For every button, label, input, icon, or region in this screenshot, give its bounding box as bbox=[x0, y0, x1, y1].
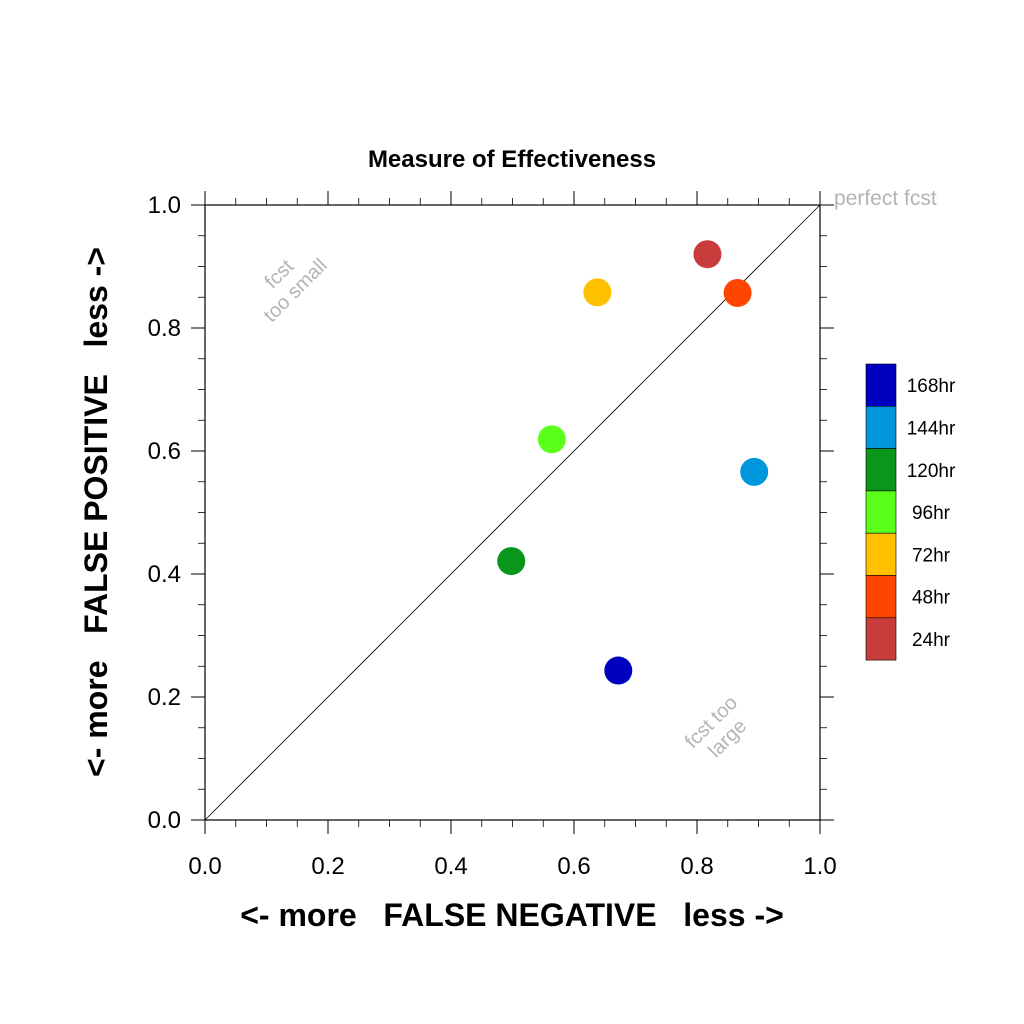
y-tick-label: 0.4 bbox=[148, 561, 181, 588]
y-tick-label: 0.6 bbox=[148, 438, 181, 465]
data-point-144hr bbox=[740, 457, 769, 486]
chart-title: Measure of Effectiveness bbox=[368, 146, 656, 173]
data-point-72hr bbox=[583, 278, 612, 307]
legend-label-168hr: 168hr bbox=[907, 376, 956, 397]
y-axis-label: <- more FALSE POSITIVE less -> bbox=[78, 247, 114, 777]
legend-swatch-48hr bbox=[865, 575, 897, 619]
perfect-forecast-line bbox=[204, 204, 821, 821]
y-tick-label: 1.0 bbox=[148, 192, 181, 219]
x-tick-label: 0.6 bbox=[557, 853, 590, 880]
y-tick-label: 0.2 bbox=[148, 684, 181, 711]
data-point-24hr bbox=[693, 240, 722, 269]
x-tick-label: 1.0 bbox=[803, 853, 836, 880]
legend-swatch-168hr bbox=[865, 363, 897, 407]
data-point-48hr bbox=[723, 278, 752, 307]
legend-swatch-24hr bbox=[865, 617, 897, 661]
too-small-line-2: too small bbox=[260, 255, 332, 327]
legend-label-24hr: 24hr bbox=[912, 630, 951, 651]
x-tick-label: 0.2 bbox=[311, 853, 344, 880]
perfect-forecast-annotation: perfect fcst bbox=[834, 187, 937, 210]
legend-label-120hr: 120hr bbox=[907, 461, 956, 482]
legend-swatch-144hr bbox=[865, 405, 897, 449]
too-large-annotation: fcst too large bbox=[681, 692, 751, 762]
y-tick-label: 0.0 bbox=[148, 807, 181, 834]
legend-label-48hr: 48hr bbox=[912, 588, 951, 609]
data-point-96hr bbox=[537, 425, 566, 454]
legend-label-144hr: 144hr bbox=[907, 418, 956, 439]
y-tick-label: 0.8 bbox=[148, 315, 181, 342]
x-tick-label: 0.4 bbox=[434, 853, 467, 880]
x-tick-label: 0.0 bbox=[188, 853, 221, 880]
data-point-120hr bbox=[497, 547, 526, 576]
legend: 168hr 144hr 120hr 96hr 72hr 48hr 24hr bbox=[865, 363, 956, 661]
legend-label-72hr: 72hr bbox=[912, 545, 951, 566]
legend-swatch-96hr bbox=[865, 490, 897, 534]
legend-swatch-72hr bbox=[865, 532, 897, 576]
legend-swatch-120hr bbox=[865, 448, 897, 492]
data-point-168hr bbox=[604, 656, 633, 685]
x-tick-label: 0.8 bbox=[680, 853, 713, 880]
legend-label-96hr: 96hr bbox=[912, 503, 951, 524]
too-small-annotation: fcst too small bbox=[260, 255, 332, 327]
plot-area: 0.0 0.2 0.4 0.6 0.8 1.0 0.0 0.2 0.4 0.6 0.8 1.0 bbox=[148, 191, 837, 880]
x-axis-label: <- more FALSE NEGATIVE less -> bbox=[240, 897, 784, 933]
